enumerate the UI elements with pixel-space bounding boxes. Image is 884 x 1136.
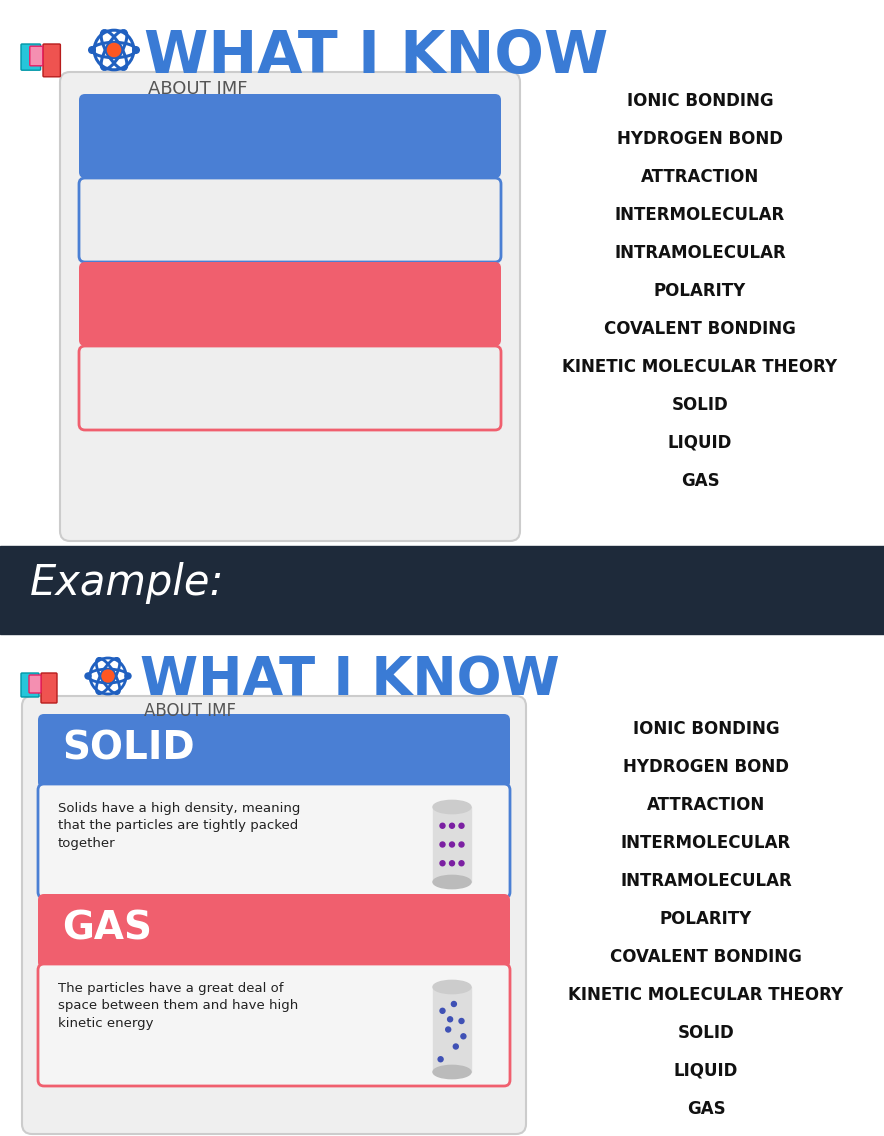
Text: WHAT I KNOW: WHAT I KNOW <box>144 28 608 85</box>
FancyBboxPatch shape <box>60 72 520 541</box>
Text: IONIC BONDING: IONIC BONDING <box>633 720 780 738</box>
Text: INTERMOLECULAR: INTERMOLECULAR <box>615 206 785 224</box>
Text: The particles have a great deal of
space between them and have high
kinetic ener: The particles have a great deal of space… <box>58 982 298 1030</box>
FancyBboxPatch shape <box>79 178 501 262</box>
Text: WHAT I KNOW: WHAT I KNOW <box>140 654 560 705</box>
FancyBboxPatch shape <box>43 44 60 77</box>
Circle shape <box>461 1034 466 1038</box>
Bar <box>433 807 471 882</box>
Circle shape <box>449 824 454 828</box>
FancyBboxPatch shape <box>21 673 39 698</box>
Circle shape <box>449 842 454 847</box>
Circle shape <box>438 1056 443 1062</box>
Circle shape <box>133 47 140 53</box>
Text: HYDROGEN BOND: HYDROGEN BOND <box>623 758 789 776</box>
Text: Example:: Example: <box>30 562 225 604</box>
FancyBboxPatch shape <box>38 964 510 1086</box>
Text: INTRAMOLECULAR: INTRAMOLECULAR <box>614 244 786 262</box>
Circle shape <box>452 1002 456 1006</box>
Text: SOLID: SOLID <box>62 730 194 768</box>
Text: ABOUT IMF: ABOUT IMF <box>148 80 248 98</box>
Circle shape <box>107 43 120 57</box>
Text: COVALENT BONDING: COVALENT BONDING <box>604 320 796 339</box>
Circle shape <box>447 1017 453 1021</box>
FancyBboxPatch shape <box>79 346 501 431</box>
Text: POLARITY: POLARITY <box>659 910 752 928</box>
Circle shape <box>440 861 445 866</box>
Circle shape <box>453 1044 458 1049</box>
Circle shape <box>88 47 95 53</box>
Text: SOLID: SOLID <box>672 396 728 414</box>
FancyBboxPatch shape <box>79 262 501 346</box>
Text: IONIC BONDING: IONIC BONDING <box>627 92 774 110</box>
Circle shape <box>102 670 114 682</box>
Bar <box>0 634 884 1136</box>
Text: GAS: GAS <box>62 910 152 949</box>
FancyBboxPatch shape <box>29 675 41 693</box>
Text: LIQUID: LIQUID <box>674 1062 738 1080</box>
Text: ATTRACTION: ATTRACTION <box>647 796 766 815</box>
Circle shape <box>446 1027 451 1031</box>
Text: HYDROGEN BOND: HYDROGEN BOND <box>617 130 783 148</box>
Bar <box>0 546 884 634</box>
Text: ATTRACTION: ATTRACTION <box>641 168 759 186</box>
Circle shape <box>459 861 464 866</box>
Circle shape <box>440 842 445 847</box>
Text: INTERMOLECULAR: INTERMOLECULAR <box>621 834 791 852</box>
Text: GAS: GAS <box>687 1100 725 1118</box>
Ellipse shape <box>433 1066 471 1079</box>
Text: SOLID: SOLID <box>678 1024 735 1042</box>
Bar <box>433 987 471 1072</box>
Text: GAS: GAS <box>681 471 720 490</box>
Text: Solids have a high density, meaning
that the particles are tightly packed
togeth: Solids have a high density, meaning that… <box>58 802 301 850</box>
FancyBboxPatch shape <box>21 44 41 70</box>
Ellipse shape <box>433 876 471 888</box>
FancyBboxPatch shape <box>38 894 510 968</box>
FancyBboxPatch shape <box>41 673 57 703</box>
Text: COVALENT BONDING: COVALENT BONDING <box>610 949 802 966</box>
FancyBboxPatch shape <box>79 94 501 178</box>
Circle shape <box>125 673 131 679</box>
Circle shape <box>85 673 91 679</box>
Text: ABOUT IMF: ABOUT IMF <box>144 702 236 720</box>
FancyBboxPatch shape <box>30 47 42 66</box>
Text: LIQUID: LIQUID <box>667 434 732 452</box>
Circle shape <box>449 861 454 866</box>
Text: INTRAMOLECULAR: INTRAMOLECULAR <box>620 872 792 889</box>
Circle shape <box>459 1019 464 1024</box>
FancyBboxPatch shape <box>38 784 510 897</box>
Circle shape <box>459 824 464 828</box>
Text: POLARITY: POLARITY <box>654 282 746 300</box>
FancyBboxPatch shape <box>38 715 510 788</box>
Text: KINETIC MOLECULAR THEORY: KINETIC MOLECULAR THEORY <box>568 986 843 1004</box>
FancyBboxPatch shape <box>22 696 526 1134</box>
Circle shape <box>440 824 445 828</box>
Ellipse shape <box>433 980 471 994</box>
Text: KINETIC MOLECULAR THEORY: KINETIC MOLECULAR THEORY <box>562 358 837 376</box>
Circle shape <box>459 842 464 847</box>
Circle shape <box>440 1009 445 1013</box>
Ellipse shape <box>433 801 471 813</box>
